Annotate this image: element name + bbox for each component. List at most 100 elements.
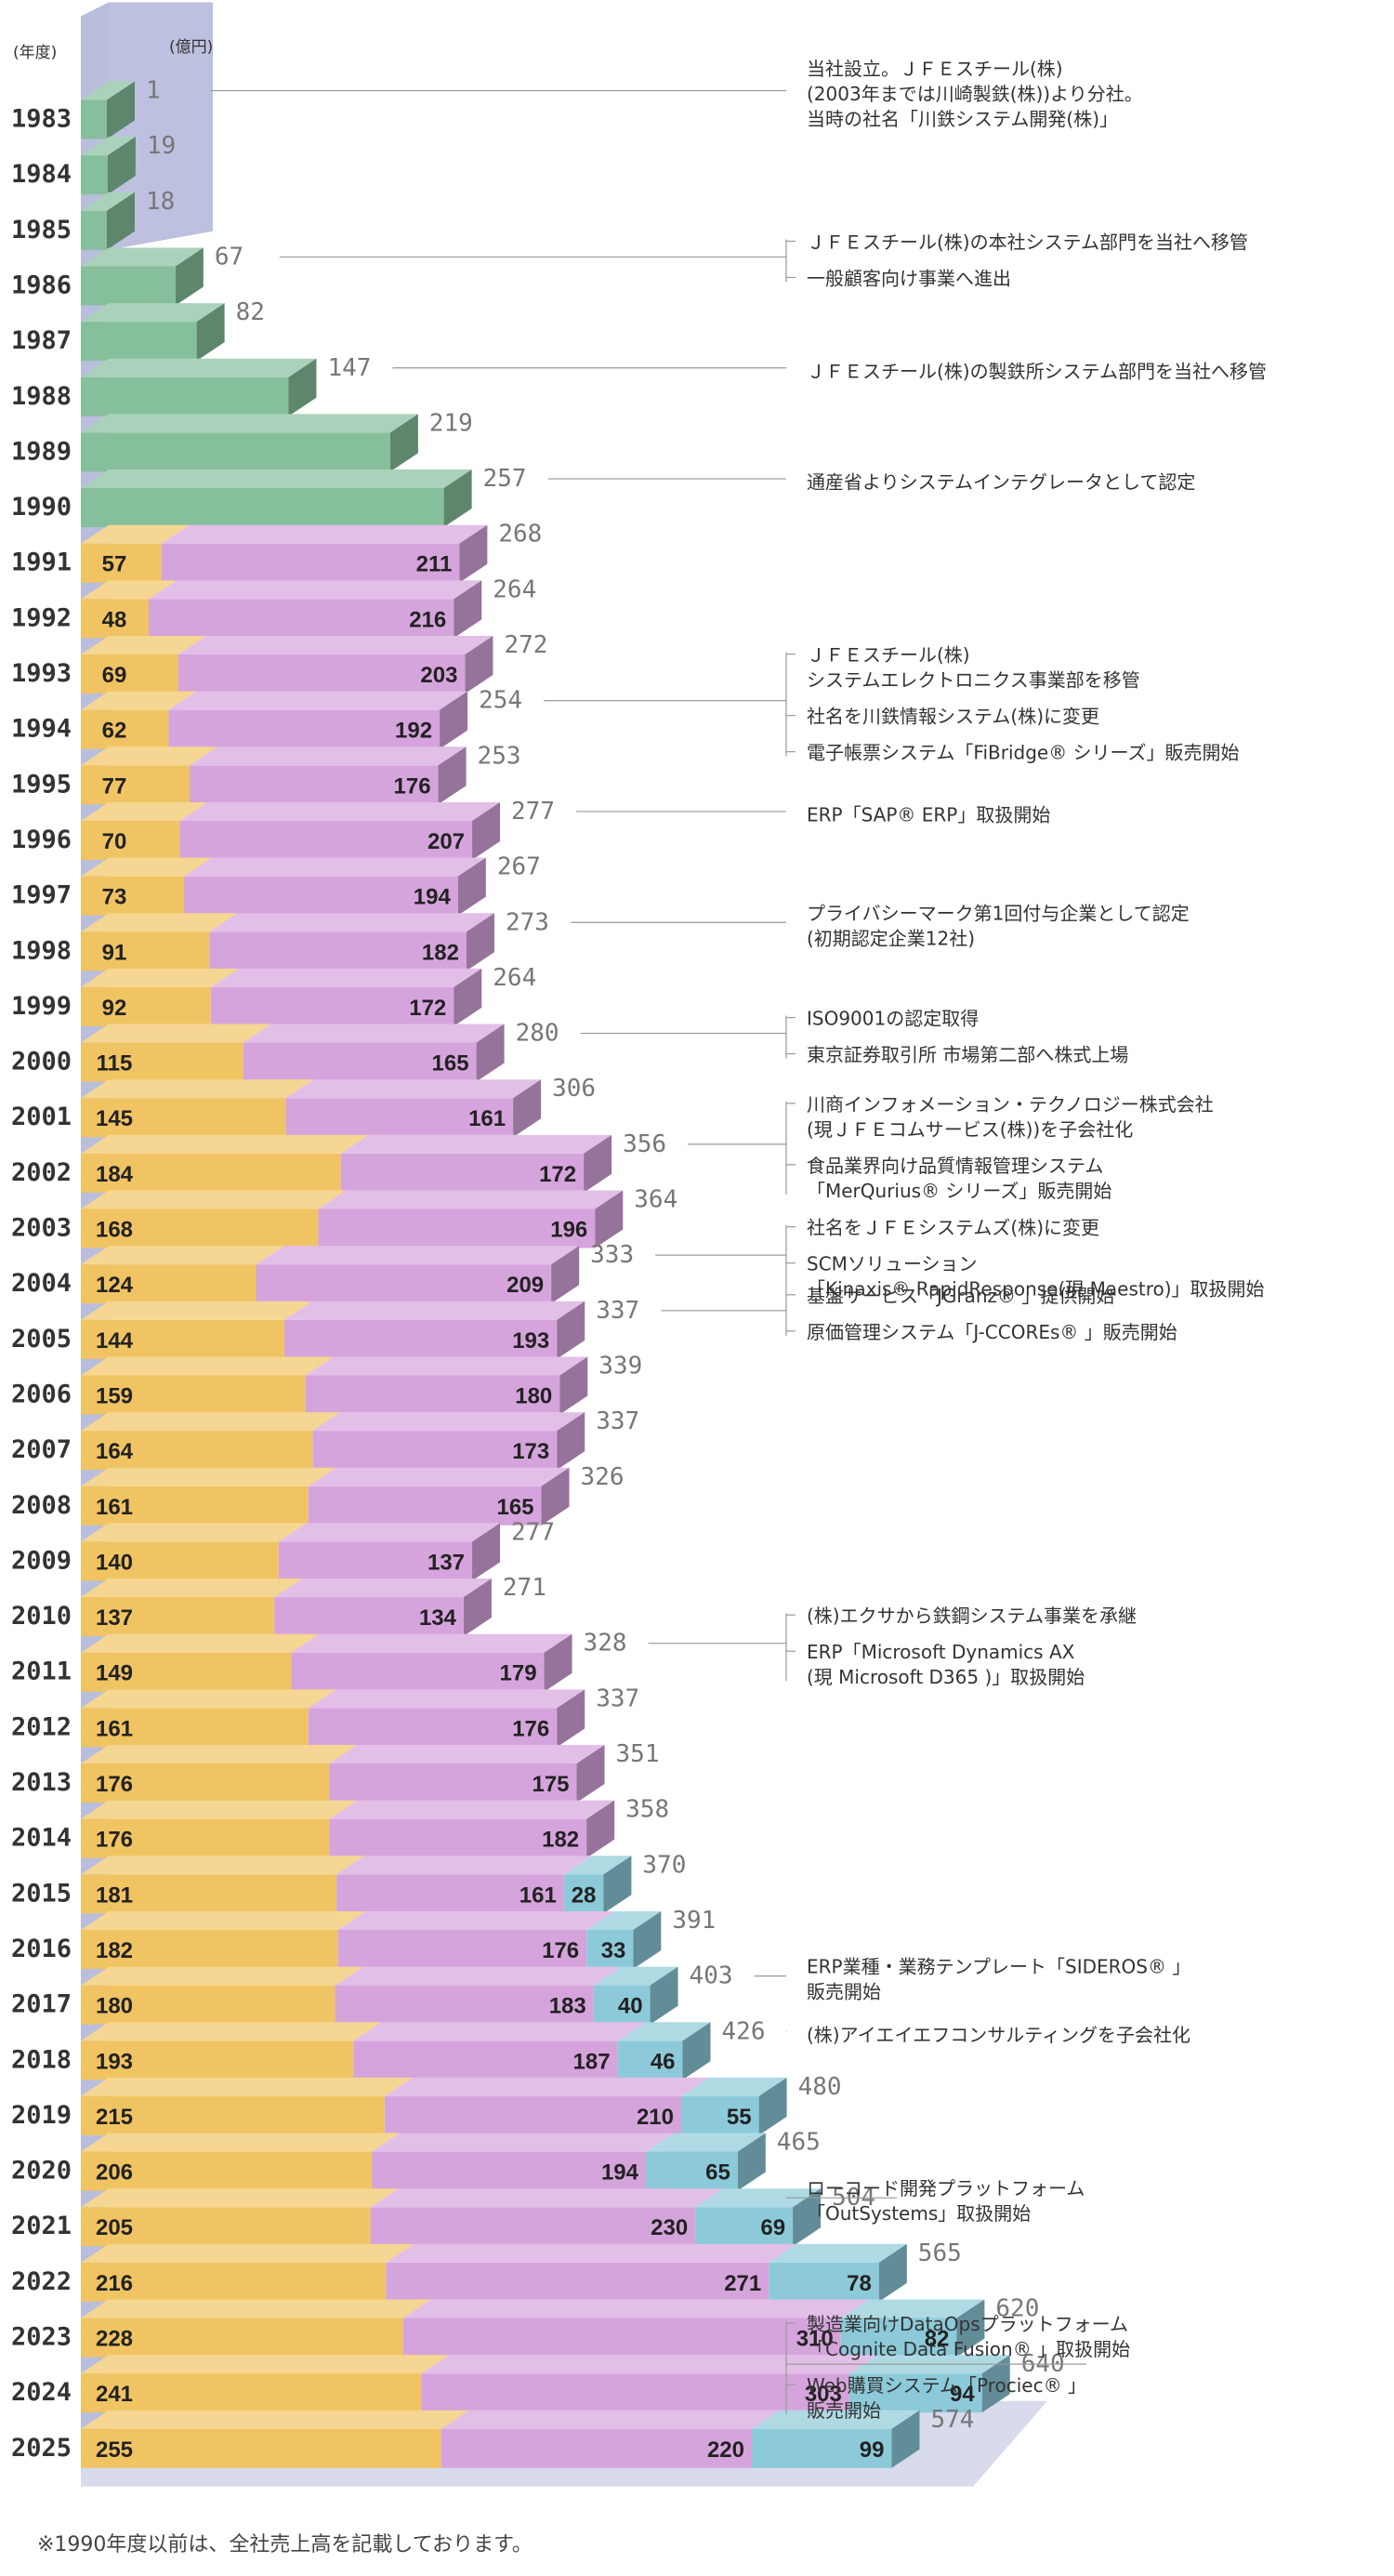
bar-side-2004 <box>551 1246 580 1304</box>
event-text-1986-0: ＪＦＥスチール(株)の本社システム部門を当社へ移管 <box>807 231 1248 253</box>
year-label-2021: 2021 <box>11 2212 72 2240</box>
bar-segment-purple-1993 <box>178 654 466 694</box>
value-label-purple-2015: 161 <box>519 1882 557 1908</box>
total-label-2004: 333 <box>590 1241 634 1269</box>
bar-segment-orange-1999 <box>81 986 211 1026</box>
event-line: 「OutSystems」取扱開始 <box>807 2202 1031 2225</box>
bar-row-2008: 161 165 326 <box>81 1463 624 1526</box>
bar-top-blue-2022 <box>769 2243 907 2263</box>
bar-side-1993 <box>465 636 493 694</box>
total-label-2010: 271 <box>503 1574 546 1602</box>
value-label-orange-2003: 168 <box>96 1218 133 1243</box>
bar-segment-purple-2003 <box>318 1209 596 1248</box>
value-label-purple-2004: 209 <box>506 1273 544 1298</box>
bar-top-orange-2000 <box>81 1024 271 1043</box>
bar-segment-orange-2021 <box>81 2207 371 2247</box>
total-label-2023: 620 <box>995 2295 1039 2323</box>
bar-top-purple-1993 <box>178 636 493 654</box>
value-label-orange-1996: 70 <box>102 829 127 854</box>
bar-segment-purple-1996 <box>179 820 473 860</box>
bar-segment-purple-2015 <box>336 1874 564 1914</box>
bar-segment-orange-2003 <box>81 1209 319 1248</box>
bar-side-1984 <box>107 137 136 195</box>
event-line: 「MerQurius® シリーズ」販売開始 <box>807 1180 1111 1202</box>
bar-top-orange-2006 <box>81 1356 334 1376</box>
bar-segment-purple-2010 <box>274 1597 464 1637</box>
bar-segment-orange-2022 <box>81 2262 387 2302</box>
year-label-2024: 2024 <box>11 2378 72 2407</box>
bar-side-2011 <box>544 1633 572 1692</box>
total-label-1998: 273 <box>506 908 549 936</box>
value-label-orange-2021: 205 <box>96 2215 133 2240</box>
year-label-2020: 2020 <box>11 2157 72 2186</box>
bar-side-1992 <box>454 580 482 639</box>
bar-top-orange-1993 <box>81 636 206 654</box>
event-text-1998-0: プライバシーマーク第1回付与企業として認定 (初期認定企業12社) <box>807 902 1190 949</box>
event-text-2011-1: ERP「Microsoft Dynamics AX (現 Microsoft D3… <box>807 1641 1085 1688</box>
value-label-purple-2013: 175 <box>532 1772 569 1797</box>
bar-segment-total-1990 <box>81 488 444 528</box>
value-label-orange-2025: 255 <box>96 2437 133 2463</box>
value-label-orange-2005: 144 <box>96 1328 134 1354</box>
year-label-2014: 2014 <box>11 1824 72 1853</box>
event-text-1990-0: 通産省よりシステムインテグレータとして認定 <box>807 471 1195 494</box>
bar-row-2009: 140 137 277 <box>81 1518 555 1581</box>
year-label-1997: 1997 <box>11 881 72 910</box>
value-label-blue-2018: 46 <box>651 2049 676 2074</box>
value-label-orange-1997: 73 <box>102 885 127 910</box>
event-line: ＪＦＥスチール(株) <box>807 644 970 667</box>
event-text-2018-0: (株)アイエイエフコンサルティングを子会社化 <box>807 2024 1190 2046</box>
value-label-orange-1993: 69 <box>102 663 127 688</box>
bar-side-2006 <box>559 1356 588 1415</box>
event-text-1988-0: ＪＦＥスチール(株)の製鉄所システム部門を当社へ移管 <box>807 360 1267 382</box>
event-group-1988: ＪＦＥスチール(株)の製鉄所システム部門を当社へ移管 <box>392 360 1267 382</box>
total-label-1986: 67 <box>215 243 243 271</box>
bar-segment-purple-2016 <box>337 1929 587 1969</box>
year-label-1983: 1983 <box>11 105 72 134</box>
event-line: 販売開始 <box>807 1981 881 2003</box>
event-text-2004-1: SCMソリューション「Kinaxis® RapidResponse(現 Maes… <box>807 1253 1265 1301</box>
value-label-purple-2009: 137 <box>427 1550 465 1575</box>
bar-top-blue-2016 <box>586 1910 662 1930</box>
bar-top-orange-2025 <box>81 2410 469 2429</box>
bar-segment-purple-2007 <box>312 1431 558 1471</box>
bar-segment-purple-2004 <box>256 1264 552 1304</box>
event-group-1998: プライバシーマーク第1回付与企業として認定 (初期認定企業12社) <box>570 902 1190 949</box>
value-label-orange-2008: 161 <box>96 1495 133 1520</box>
bar-top-blue-2020 <box>646 2133 766 2152</box>
value-label-orange-2018: 193 <box>96 2049 133 2074</box>
bar-side-1991 <box>459 524 488 583</box>
bar-row-2015: 181 161 28 370 <box>81 1851 686 1914</box>
event-line: ERP「Microsoft Dynamics AX <box>807 1641 1075 1663</box>
bar-top-total-1986 <box>81 247 204 267</box>
total-label-2009: 277 <box>511 1518 555 1546</box>
value-label-purple-2006: 180 <box>515 1383 552 1408</box>
total-label-2001: 306 <box>552 1075 596 1103</box>
value-label-orange-2022: 216 <box>96 2271 133 2296</box>
bar-top-orange-2016 <box>81 1910 366 1930</box>
year-label-2010: 2010 <box>11 1602 72 1631</box>
bar-top-orange-2023 <box>81 2299 431 2318</box>
bar-row-1999: 92 172 264 <box>81 964 536 1026</box>
back-wall-face <box>109 2 213 250</box>
value-label-purple-1998: 182 <box>422 940 459 965</box>
value-label-orange-2017: 180 <box>96 1994 133 2019</box>
event-text-2011-0: (株)エクサから鉄鋼システム事業を承継 <box>807 1605 1137 1627</box>
value-label-orange-2014: 176 <box>96 1828 133 1853</box>
year-label-2003: 2003 <box>11 1214 72 1243</box>
bar-top-purple-2025 <box>441 2410 780 2429</box>
total-label-2002: 356 <box>623 1130 666 1158</box>
bar-segment-purple-2025 <box>441 2428 752 2468</box>
year-label-1993: 1993 <box>11 659 72 688</box>
bar-top-orange-2019 <box>81 2077 413 2096</box>
bar-top-purple-1995 <box>190 746 467 766</box>
bar-segment-blue-2020 <box>646 2151 738 2191</box>
event-line: 社名をＪＦＥシステムズ(株)に変更 <box>807 1217 1099 1239</box>
bar-side-2025 <box>891 2410 920 2468</box>
total-label-1999: 264 <box>493 964 536 992</box>
bar-top-purple-1994 <box>168 691 468 710</box>
year-labels: 1983 1984 1985 1986 1987 1988 1989 1990 1991 1992… <box>11 105 72 2463</box>
value-label-blue-2017: 40 <box>618 1994 643 2019</box>
